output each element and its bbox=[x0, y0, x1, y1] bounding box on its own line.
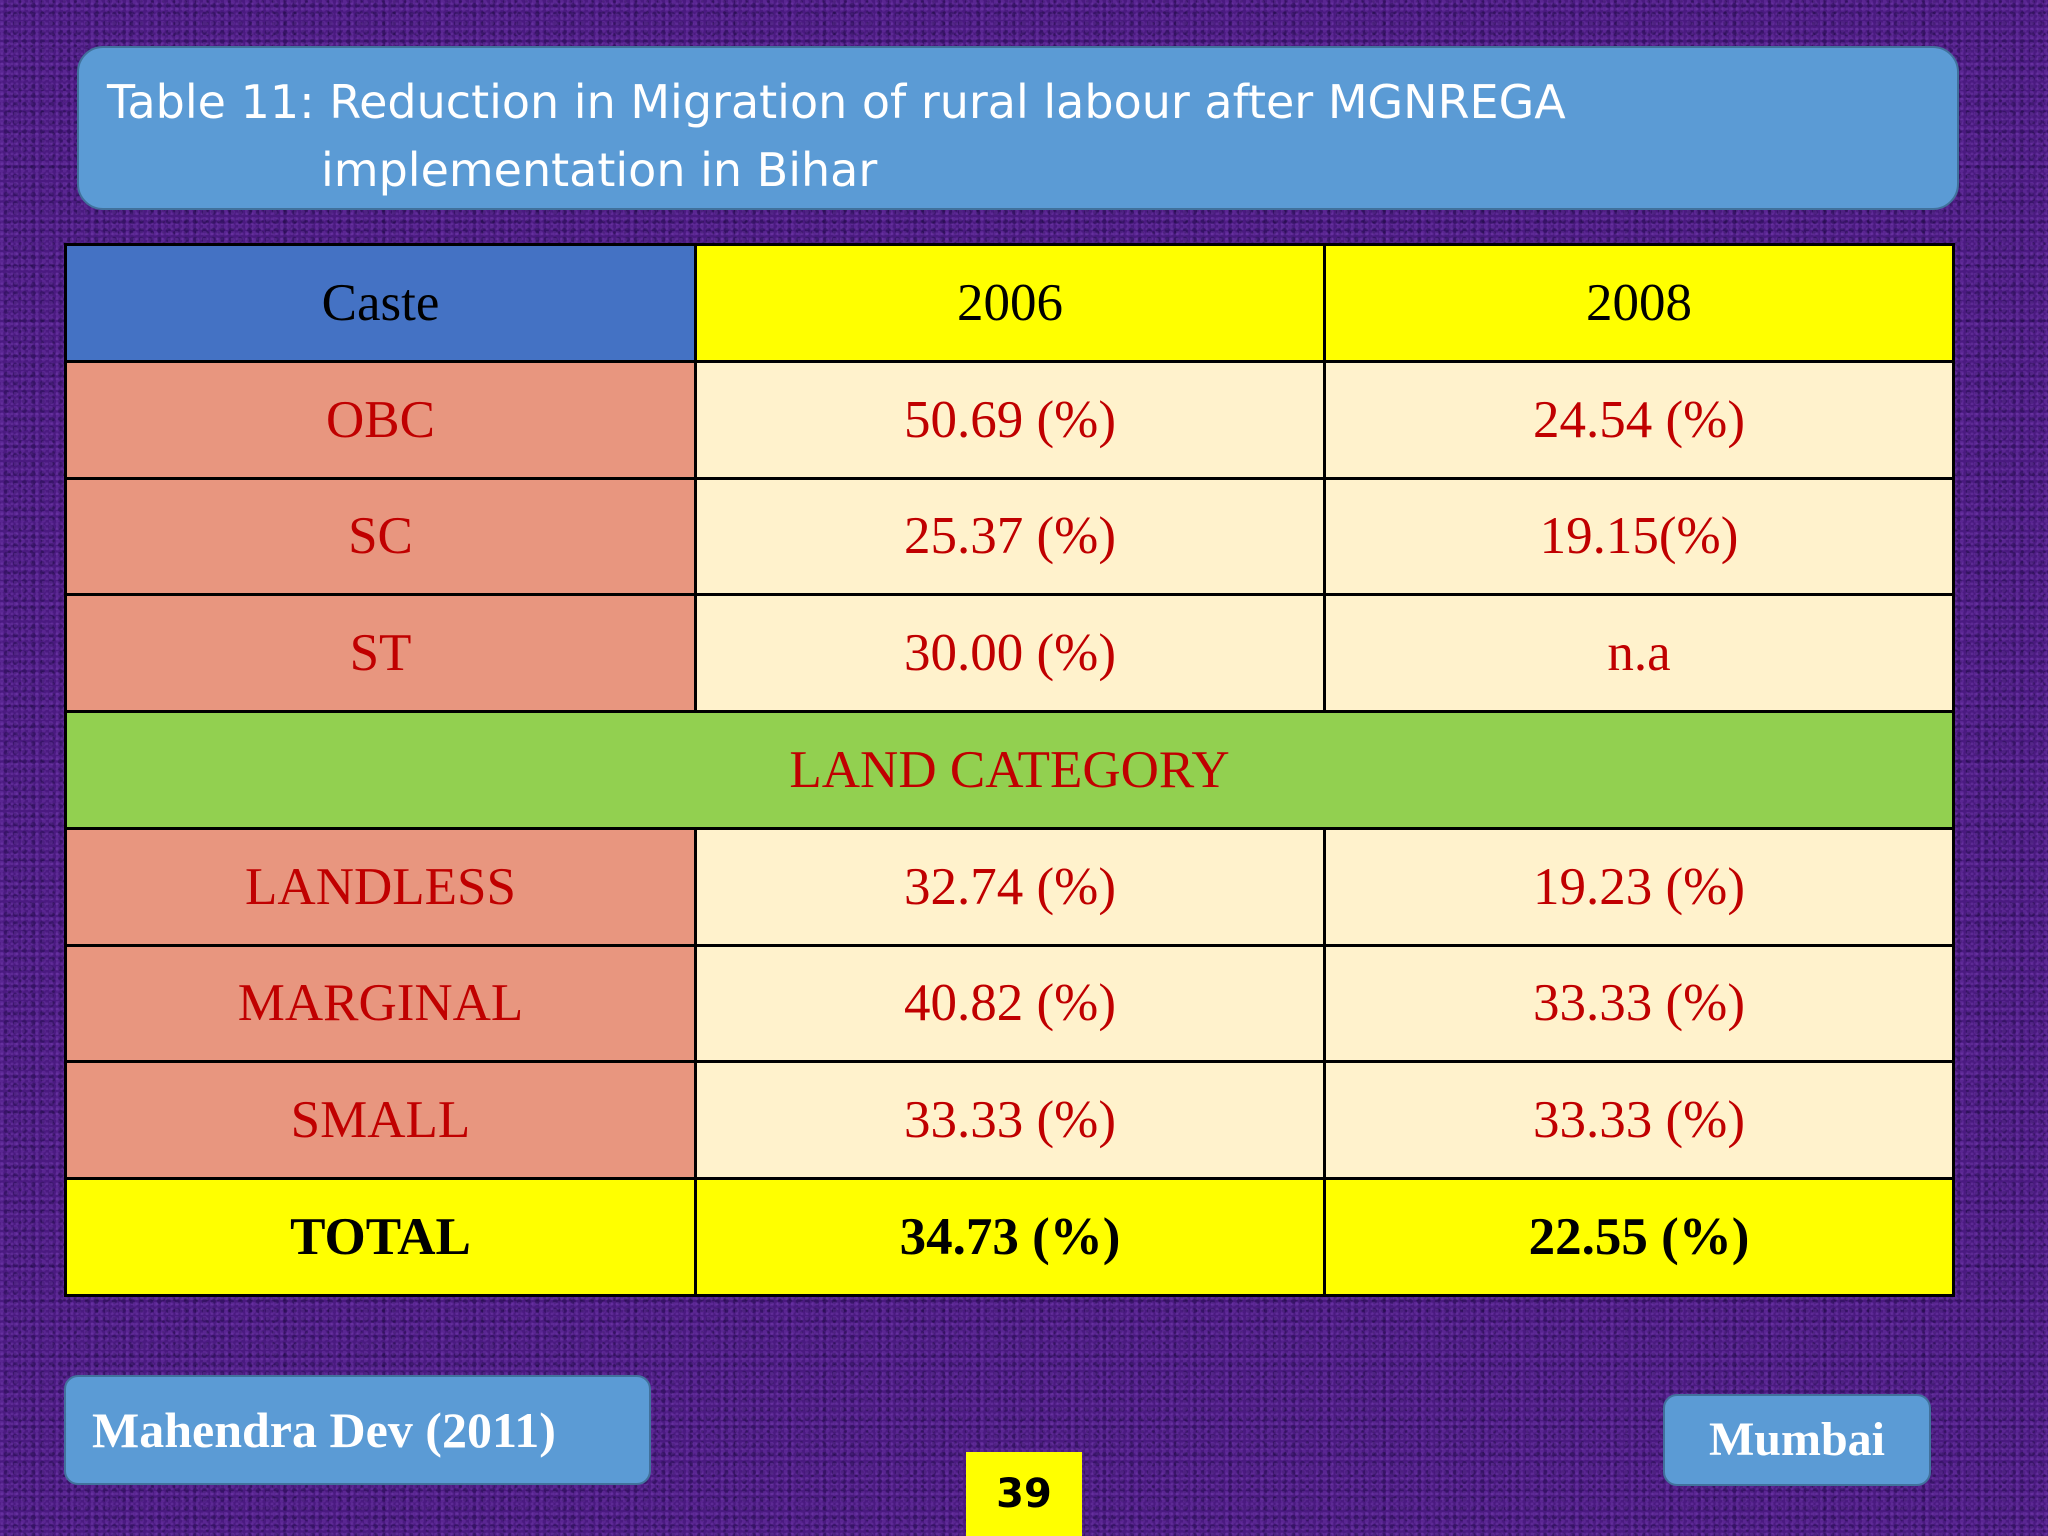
row-label: OBC bbox=[64, 359, 697, 480]
value-2006: 30.00 (%) bbox=[694, 593, 1326, 714]
source-citation: Mahendra Dev (2011) bbox=[64, 1375, 651, 1485]
location-label: Mumbai bbox=[1663, 1394, 1931, 1486]
table-row: SMALL 33.33 (%) 33.33 (%) bbox=[64, 1060, 1955, 1181]
table-row: SC 25.37 (%) 19.15(%) bbox=[64, 476, 1955, 597]
slide-title: Table 11: Reduction in Migration of rura… bbox=[77, 46, 1959, 210]
header-2008: 2008 bbox=[1323, 243, 1955, 363]
value-2008: n.a bbox=[1323, 593, 1955, 714]
table-row: MARGINAL 40.82 (%) 33.33 (%) bbox=[64, 943, 1955, 1064]
title-line-2: implementation in Bihar bbox=[321, 143, 878, 197]
row-label: LANDLESS bbox=[64, 826, 697, 947]
value-2008: 33.33 (%) bbox=[1323, 943, 1955, 1064]
value-2006: 50.69 (%) bbox=[694, 359, 1326, 480]
table-row: LANDLESS 32.74 (%) 19.23 (%) bbox=[64, 826, 1955, 947]
header-caste: Caste bbox=[64, 243, 697, 363]
section-row: LAND CATEGORY bbox=[64, 710, 1955, 830]
total-row: TOTAL 34.73 (%) 22.55 (%) bbox=[64, 1177, 1955, 1297]
page-number: 39 bbox=[966, 1452, 1082, 1536]
value-2008: 19.23 (%) bbox=[1323, 826, 1955, 947]
row-label: ST bbox=[64, 593, 697, 714]
migration-table: Caste 2006 2008 OBC 50.69 (%) 24.54 (%) … bbox=[64, 243, 1955, 1297]
value-2006: 40.82 (%) bbox=[694, 943, 1326, 1064]
total-2006: 34.73 (%) bbox=[694, 1177, 1326, 1297]
section-label-land-category: LAND CATEGORY bbox=[64, 710, 1955, 830]
value-2006: 33.33 (%) bbox=[694, 1060, 1326, 1181]
row-label: SMALL bbox=[64, 1060, 697, 1181]
row-label: MARGINAL bbox=[64, 943, 697, 1064]
table-header-row: Caste 2006 2008 bbox=[64, 243, 1955, 363]
total-2008: 22.55 (%) bbox=[1323, 1177, 1955, 1297]
value-2006: 32.74 (%) bbox=[694, 826, 1326, 947]
table-row: ST 30.00 (%) n.a bbox=[64, 593, 1955, 714]
value-2008: 33.33 (%) bbox=[1323, 1060, 1955, 1181]
value-2006: 25.37 (%) bbox=[694, 476, 1326, 597]
value-2008: 24.54 (%) bbox=[1323, 359, 1955, 480]
value-2008: 19.15(%) bbox=[1323, 476, 1955, 597]
row-label: SC bbox=[64, 476, 697, 597]
total-label: TOTAL bbox=[64, 1177, 697, 1297]
table-row: OBC 50.69 (%) 24.54 (%) bbox=[64, 359, 1955, 480]
header-2006: 2006 bbox=[694, 243, 1326, 363]
title-line-1: Table 11: Reduction in Migration of rura… bbox=[107, 75, 1566, 129]
